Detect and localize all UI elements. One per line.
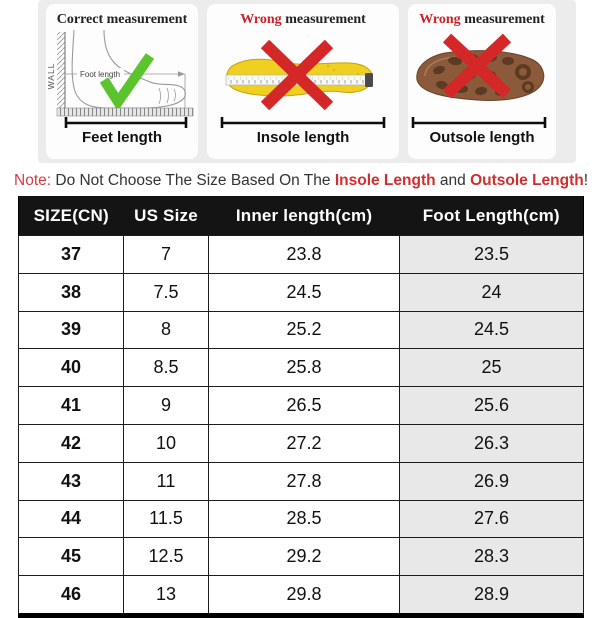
table-cell: 37 [18, 235, 124, 274]
table-cell: 45 [18, 537, 124, 577]
heel-circle-tread [522, 81, 534, 93]
outsole-wrong-card: Wrong measurement [408, 4, 556, 159]
table-cell: 41 [18, 386, 124, 425]
outsole-wrong-title: Wrong measurement [419, 12, 545, 28]
table-cell: 25.6 [399, 386, 584, 425]
label-backplate [77, 68, 124, 79]
insole-length-label: Insole length [256, 129, 350, 146]
size-table-body: 37 7 23.8 23.5 38 7.5 24.5 24 39 8 25.2 24.5 40 8.5 25… [18, 235, 584, 616]
wall-hatch [57, 32, 65, 112]
table-row: 41 9 26.5 25.6 [18, 386, 584, 425]
size-table-header: SIZE(CN) US Size Inner length(cm) Foot L… [18, 196, 584, 236]
insole-diagram [220, 39, 386, 128]
check-icon [99, 53, 155, 112]
size-table: SIZE(CN) US Size Inner length(cm) Foot L… [18, 196, 584, 618]
foot-length-label: Foot length [80, 70, 120, 79]
table-cell: 23.8 [208, 235, 400, 274]
measurement-word: measurement [460, 12, 545, 27]
note-outsole-warning: Outsole Length [470, 172, 584, 189]
table-cell: 24 [399, 272, 584, 312]
table-cell: 27.6 [399, 499, 584, 539]
table-cell: 46 [18, 575, 124, 616]
table-cell: 25.2 [208, 310, 400, 350]
table-cell: 27.2 [208, 423, 400, 463]
cross-icon [442, 33, 512, 99]
note-conjunction: and [435, 172, 471, 189]
table-cell: 28.5 [208, 499, 400, 539]
measurement-word: measurement [281, 12, 366, 27]
table-cell: 11.5 [123, 499, 209, 539]
table-cell: 8.5 [123, 348, 209, 388]
toes-detail [158, 87, 176, 105]
column-header-foot-length: Foot Length(cm) [399, 196, 584, 236]
table-row: 37 7 23.8 23.5 [18, 235, 584, 274]
note-insole-warning: Insole Length [334, 172, 436, 189]
table-row: 43 11 27.8 26.9 [18, 461, 584, 501]
note-body: Do Not Choose The Size Based On The [51, 172, 335, 189]
column-header-inner-length: Inner length(cm) [208, 196, 400, 236]
ruler [56, 107, 194, 117]
table-cell: 44 [18, 499, 124, 539]
outsole-length-label: Outsole length [429, 129, 535, 146]
guide-strip: Correct measurement WALL [38, 0, 576, 163]
table-cell: 24.5 [208, 272, 400, 312]
table-row: 39 8 25.2 24.5 [18, 310, 584, 350]
table-row: 44 11.5 28.5 27.6 [18, 499, 584, 539]
table-cell: 29.8 [208, 575, 400, 616]
table-row: 45 12.5 29.2 28.3 [18, 537, 584, 577]
wall-label: WALL [47, 63, 56, 90]
note-prefix: Note: [14, 172, 52, 189]
table-cell: 39 [18, 310, 124, 350]
table-cell: 26.9 [399, 461, 584, 501]
table-cell: 38 [18, 272, 124, 312]
arrow-right-icon [178, 71, 185, 77]
cross-icon [260, 39, 334, 111]
table-cell: 24.5 [399, 310, 584, 350]
measurement-guide-section: Correct measurement WALL [0, 0, 600, 163]
insole-wrong-card: Wrong measurement [207, 4, 399, 159]
table-row: 46 13 29.8 28.9 [18, 575, 584, 616]
table-cell: 27.8 [208, 461, 400, 501]
table-row: 42 10 27.2 26.3 [18, 423, 584, 463]
table-cell: 7.5 [123, 272, 209, 312]
table-cell: 43 [18, 461, 124, 501]
foot-measurement-diagram: WALL Foot length [47, 30, 194, 128]
table-cell: 13 [123, 575, 209, 616]
table-cell: 25.8 [208, 348, 400, 388]
column-header-size-cn: SIZE(CN) [18, 196, 124, 236]
table-row: 40 8.5 25.8 25 [18, 348, 584, 388]
table-cell: 23.5 [399, 235, 584, 274]
table-cell: 29.2 [208, 537, 400, 577]
correct-measurement-card: Correct measurement WALL [46, 4, 198, 159]
table-cell: 40 [18, 348, 124, 388]
table-cell: 9 [123, 386, 209, 425]
column-header-us-size: US Size [123, 196, 209, 236]
table-cell: 10 [123, 423, 209, 463]
note-line: Note: Do Not Choose The Size Based On Th… [14, 172, 600, 190]
outsole-diagram [411, 33, 547, 128]
table-cell: 28.3 [399, 537, 584, 577]
table-cell: 25 [399, 348, 584, 388]
table-cell: 28.9 [399, 575, 584, 616]
table-cell: 11 [123, 461, 209, 501]
table-cell: 7 [123, 235, 209, 274]
tape-end [365, 73, 373, 87]
table-cell: 26.3 [399, 423, 584, 463]
table-cell: 26.5 [208, 386, 400, 425]
table-cell: 42 [18, 423, 124, 463]
table-cell: 8 [123, 310, 209, 350]
wrong-word: Wrong [240, 12, 282, 27]
table-cell: 12.5 [123, 537, 209, 577]
correct-measurement-title: Correct measurement [56, 12, 188, 27]
feet-length-label: Feet length [81, 129, 162, 146]
wrong-word: Wrong [419, 12, 461, 27]
insole-wrong-title: Wrong measurement [240, 12, 366, 28]
note-suffix: ! [583, 172, 589, 189]
heel-circle-tread [515, 64, 531, 80]
table-row: 38 7.5 24.5 24 [18, 272, 584, 312]
